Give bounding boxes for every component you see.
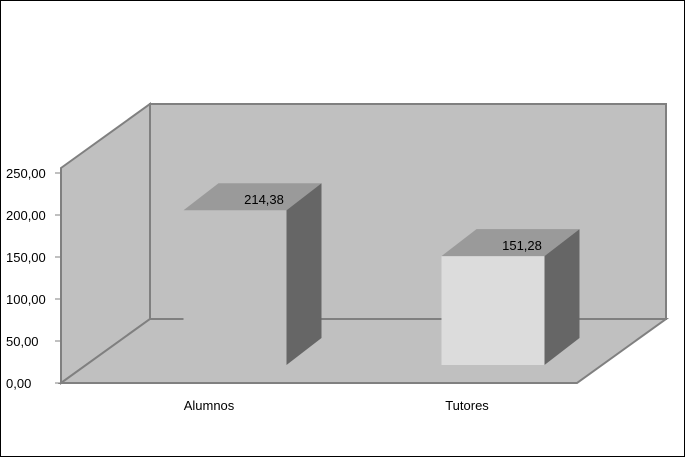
y-tick-label: 0,00 (6, 376, 31, 391)
bar-front (441, 256, 545, 365)
x-tick-label: Tutores (445, 398, 489, 413)
x-axis: Alumnos Tutores (184, 398, 490, 413)
bar-front (183, 210, 287, 365)
y-tick-label: 200,00 (6, 208, 46, 223)
bar-tutores (441, 229, 580, 365)
y-tick-label: 150,00 (6, 250, 46, 265)
data-label: 151,28 (502, 238, 542, 253)
data-label: 214,38 (244, 192, 284, 207)
y-tick-label: 100,00 (6, 292, 46, 307)
y-tick-label: 250,00 (6, 166, 46, 181)
x-tick-label: Alumnos (184, 398, 235, 413)
bar-top (441, 229, 580, 257)
bar-side (286, 183, 322, 365)
bar-alumnos (183, 183, 322, 365)
bar-side (544, 229, 580, 365)
y-axis: 0,00 50,00 100,00 150,00 200,00 250,00 (6, 166, 61, 391)
y-tick-label: 50,00 (6, 334, 39, 349)
data-labels: 214,38 151,28 (244, 192, 542, 253)
bars (183, 183, 580, 365)
bar-top (183, 183, 322, 211)
